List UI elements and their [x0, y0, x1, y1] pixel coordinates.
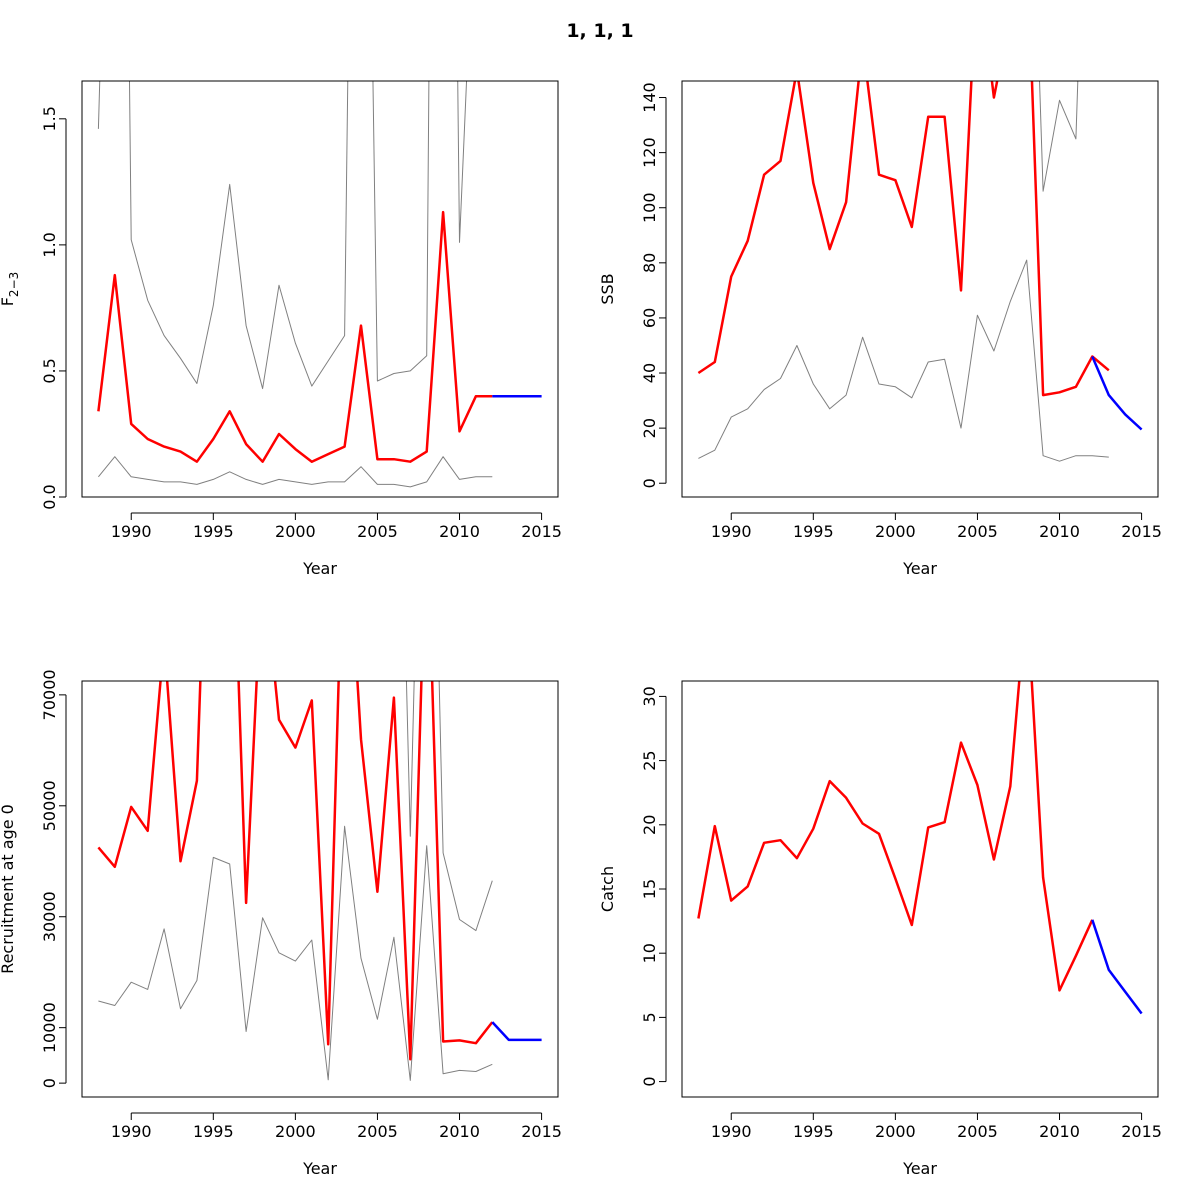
panel-ssb: 1990 1995 2000 2005 2010 2015 0 20 40 60 80 100 120 1…	[598, 80, 1162, 578]
x-tick-label: 1990	[711, 522, 752, 541]
x-tick-label: 2015	[1121, 522, 1162, 541]
panel-catch: 1990 1995 2000 2005 2010 2015 0 5 10 15 20 25 30 Year…	[598, 680, 1162, 1178]
x-tick-label: 2005	[957, 1122, 998, 1141]
figure-title: 1, 1, 1	[566, 20, 634, 42]
x-tick-label: 1995	[793, 1122, 834, 1141]
series-line-lower	[98, 456, 493, 488]
x-tick-label: 2015	[521, 522, 562, 541]
x-tick-label: 1995	[193, 522, 234, 541]
series-line-estimate	[97, 681, 494, 1061]
y-tick-label: 50000	[40, 780, 59, 831]
x-tick-label: 2010	[1039, 1122, 1080, 1141]
x-tick-label: 1995	[793, 522, 834, 541]
series-line-projection	[1091, 919, 1143, 1015]
plot-frame	[681, 80, 1159, 498]
x-tick-label: 1990	[711, 1122, 752, 1141]
y-tick-label: 0.0	[40, 484, 59, 509]
x-tick-label: 2005	[957, 522, 998, 541]
y-tick-label: 40	[640, 363, 659, 383]
y-tick-label: 10000	[40, 1002, 59, 1053]
y-tick-label: 0	[640, 478, 659, 488]
series-line-upper	[405, 681, 493, 932]
y-tick-label: 20	[640, 815, 659, 835]
x-tick-label: 2005	[357, 522, 398, 541]
y-tick-label: 20	[640, 418, 659, 438]
series-line-projection	[1091, 356, 1143, 431]
series-line-projection	[491, 1021, 542, 1042]
plot-frame	[81, 680, 559, 1098]
y-tick-label: 15	[640, 879, 659, 899]
series-line-lower	[98, 825, 493, 1081]
x-tick-label: 2000	[275, 1122, 316, 1141]
y-tick-label: 0	[40, 1078, 59, 1088]
y-tick-label: 100	[640, 192, 659, 223]
series-line-estimate	[697, 681, 1094, 992]
series-line-upper	[97, 81, 468, 390]
y-tick-label: 0.5	[40, 358, 59, 383]
x-tick-label: 1990	[111, 1122, 152, 1141]
y-axis-title: SSB	[598, 273, 617, 304]
y-tick-label: 0	[640, 1076, 659, 1086]
x-tick-label: 2015	[1121, 1122, 1162, 1141]
y-tick-label: 140	[640, 82, 659, 113]
x-axis-title: Year	[302, 559, 337, 578]
series-group	[697, 681, 1143, 1015]
y-tick-label: 1.5	[40, 106, 59, 131]
y-tick-label: 30	[640, 686, 659, 706]
x-axis-title: Year	[302, 1159, 337, 1178]
y-axis-title: Catch	[598, 866, 617, 912]
series-group	[97, 81, 542, 488]
y-tick-label: 80	[640, 253, 659, 273]
x-tick-label: 1990	[111, 522, 152, 541]
series-line-estimate	[97, 210, 493, 463]
y-tick-label: 30000	[40, 891, 59, 942]
y-tick-label: 10	[640, 943, 659, 963]
x-tick-label: 2010	[439, 1122, 480, 1141]
series-group	[697, 81, 1143, 462]
series-line-estimate	[697, 81, 1110, 397]
x-axis-title: Year	[902, 1159, 937, 1178]
x-axis-title: Year	[902, 559, 937, 578]
panel-f: 1990 1995 2000 2005 2010 2015 0.0 0.5 1.0 1.5 Year…	[0, 80, 562, 578]
x-tick-label: 2015	[521, 1122, 562, 1141]
series-group	[97, 681, 542, 1081]
panel-recruitment: 1990 1995 2000 2005 2010 2015 0 10000 30000 50000…	[0, 669, 562, 1178]
y-tick-label: 60	[640, 308, 659, 328]
plot-frame	[681, 680, 1159, 1098]
y-tick-label: 25	[640, 750, 659, 770]
x-tick-label: 2000	[275, 522, 316, 541]
y-tick-label: 70000	[40, 669, 59, 720]
series-line-upper	[1039, 81, 1079, 192]
x-tick-label: 2010	[1039, 522, 1080, 541]
x-tick-label: 2000	[875, 522, 916, 541]
y-tick-label: 1.0	[40, 232, 59, 257]
plot-frame	[81, 80, 559, 498]
x-tick-label: 2005	[357, 1122, 398, 1141]
series-line-lower	[698, 259, 1109, 462]
x-tick-label: 2010	[439, 522, 480, 541]
x-tick-label: 2000	[875, 1122, 916, 1141]
y-axis-title: Recruitment at age 0	[0, 804, 17, 974]
y-tick-label: 5	[640, 1012, 659, 1022]
y-axis-title: F2−3	[0, 272, 21, 307]
x-tick-label: 1995	[193, 1122, 234, 1141]
y-tick-label: 120	[640, 137, 659, 168]
